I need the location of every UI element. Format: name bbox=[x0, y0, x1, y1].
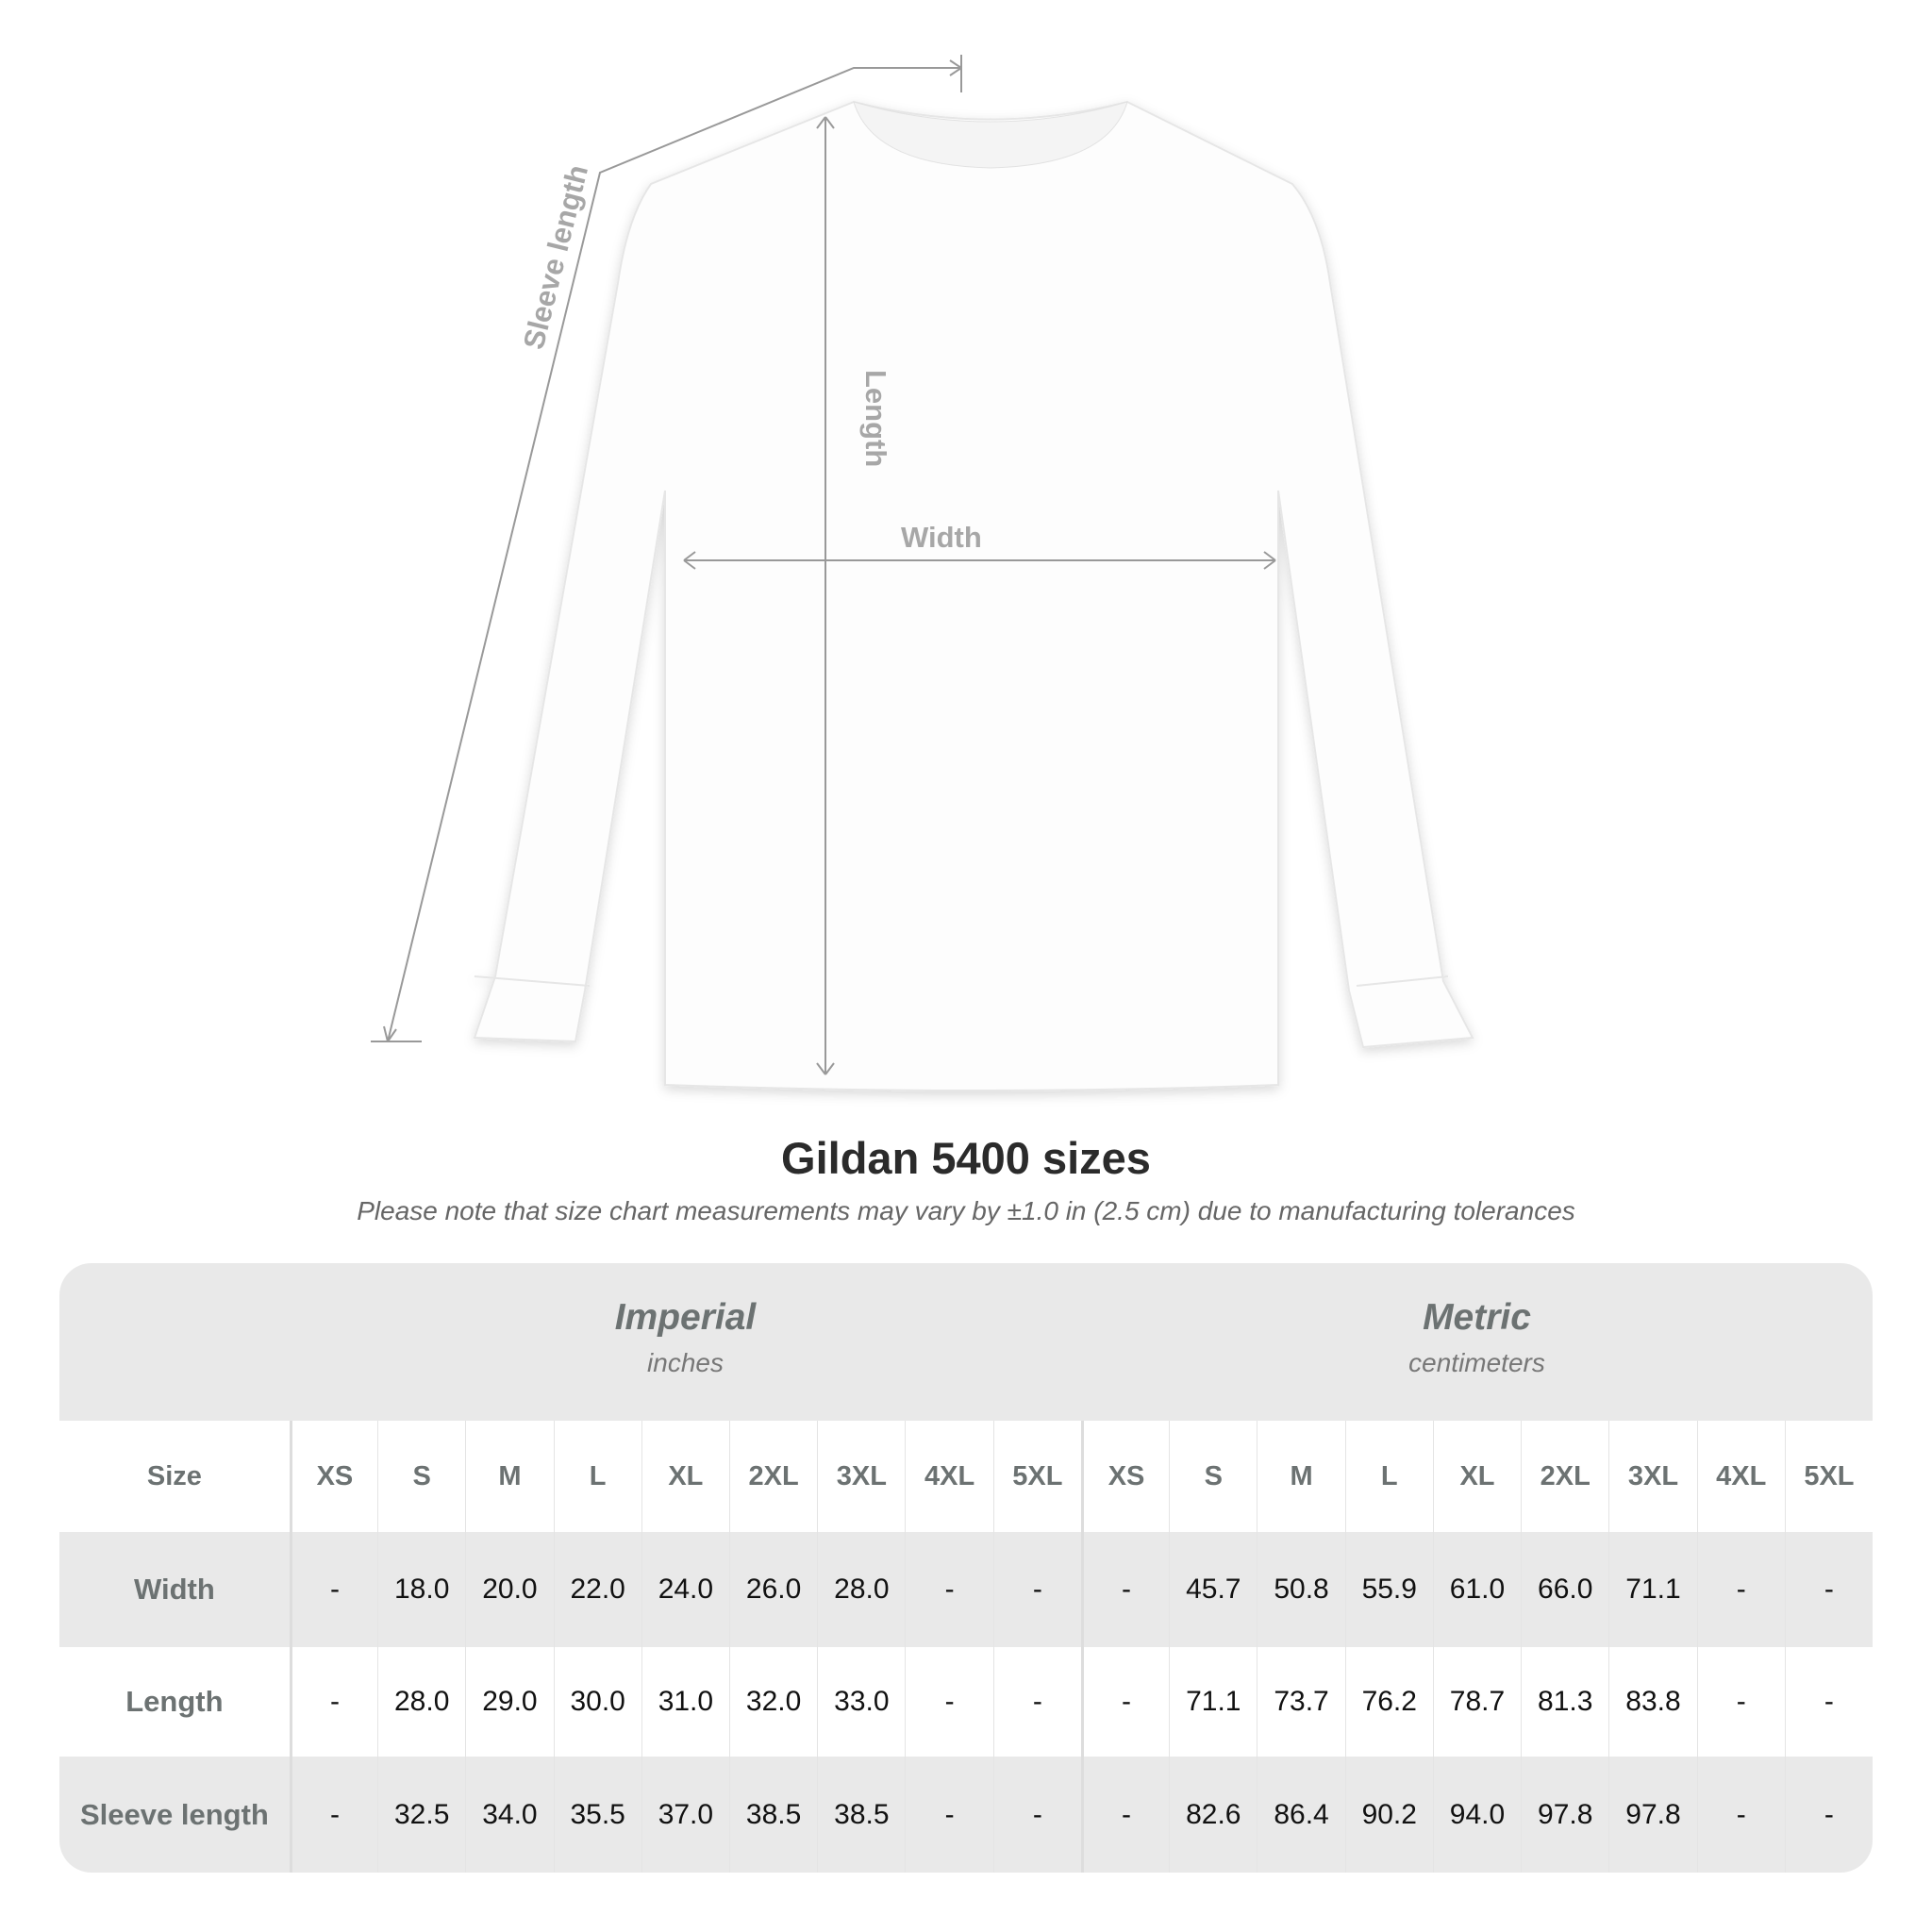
length-label: Length bbox=[859, 370, 892, 467]
value-cell-imperial: 28.0 bbox=[817, 1532, 905, 1647]
imperial-title: Imperial bbox=[614, 1297, 757, 1338]
value-cell-metric: - bbox=[1784, 1647, 1873, 1757]
size-header-imperial: 4XL bbox=[905, 1421, 992, 1532]
unit-header-band bbox=[59, 1263, 1873, 1421]
value-cell-metric: 55.9 bbox=[1344, 1532, 1433, 1647]
width-label: Width bbox=[901, 521, 982, 554]
value-cell-metric: - bbox=[1696, 1757, 1785, 1873]
metric-unit: centimeters bbox=[1408, 1348, 1545, 1377]
value-cell-imperial: 18.0 bbox=[377, 1532, 465, 1647]
size-header-metric: XS bbox=[1080, 1421, 1169, 1532]
value-cell-metric: 71.1 bbox=[1608, 1532, 1696, 1647]
value-cell-imperial: - bbox=[905, 1647, 992, 1757]
value-cell-metric: 97.8 bbox=[1608, 1757, 1696, 1873]
value-cell-metric: - bbox=[1080, 1757, 1169, 1873]
size-header-metric: S bbox=[1169, 1421, 1257, 1532]
value-cell-imperial: - bbox=[905, 1532, 992, 1647]
imperial-header: Imperial inches bbox=[290, 1263, 1081, 1421]
value-cell-imperial: 24.0 bbox=[641, 1532, 729, 1647]
size-header-imperial: L bbox=[553, 1421, 641, 1532]
size-header-imperial: S bbox=[377, 1421, 465, 1532]
value-cell-metric: 82.6 bbox=[1169, 1757, 1257, 1873]
sleeve-length-label: Sleeve length bbox=[517, 161, 594, 352]
value-cell-metric: 90.2 bbox=[1344, 1757, 1433, 1873]
value-cell-metric: 71.1 bbox=[1169, 1647, 1257, 1757]
tolerance-note: Please note that size chart measurements… bbox=[357, 1196, 1575, 1225]
value-cell-imperial: 35.5 bbox=[553, 1757, 641, 1873]
value-cell-metric: 61.0 bbox=[1432, 1532, 1521, 1647]
value-cell-imperial: 29.0 bbox=[465, 1647, 553, 1757]
shirt-image bbox=[473, 100, 1474, 1091]
row-label: Length bbox=[125, 1685, 224, 1718]
size-header-metric: L bbox=[1344, 1421, 1433, 1532]
table-row: Sleeve length -32.5 34.0 35.5 37.0 38.5 38.5- -… bbox=[59, 1757, 1873, 1873]
value-cell-metric: - bbox=[1784, 1532, 1873, 1647]
value-cell-metric: 73.7 bbox=[1257, 1647, 1344, 1757]
measure-lines bbox=[371, 55, 1276, 1075]
value-cell-imperial: 33.0 bbox=[817, 1647, 905, 1757]
size-table: Imperial inches Metric centimeters Size X… bbox=[59, 1263, 1873, 1873]
metric-title: Metric bbox=[1423, 1297, 1531, 1338]
size-header-imperial: XS bbox=[289, 1421, 377, 1532]
value-cell-imperial: 37.0 bbox=[641, 1757, 729, 1873]
value-cell-metric: 45.7 bbox=[1169, 1532, 1257, 1647]
value-cell-metric: 94.0 bbox=[1432, 1757, 1521, 1873]
size-label: Size bbox=[146, 1460, 202, 1491]
size-header-imperial: M bbox=[465, 1421, 553, 1532]
value-cell-metric: 66.0 bbox=[1521, 1532, 1608, 1647]
table-row: Length -28.0 29.0 30.0 31.0 32.0 33.0- - -71.1 73… bbox=[59, 1647, 1873, 1757]
value-cell-imperial: - bbox=[289, 1532, 377, 1647]
row-label: Sleeve length bbox=[79, 1797, 269, 1831]
value-cell-metric: 97.8 bbox=[1521, 1757, 1608, 1873]
size-header-imperial: XL bbox=[641, 1421, 729, 1532]
value-cell-imperial: 20.0 bbox=[465, 1532, 553, 1647]
value-cell-imperial: - bbox=[289, 1647, 377, 1757]
size-header-imperial: 2XL bbox=[729, 1421, 817, 1532]
size-header-metric: 4XL bbox=[1696, 1421, 1785, 1532]
size-header-metric: 2XL bbox=[1521, 1421, 1608, 1532]
table-row: Width -18.0 20.0 22.0 24.0 26.0 28.0- - -45.7 50.… bbox=[59, 1532, 1873, 1647]
value-cell-metric: 76.2 bbox=[1344, 1647, 1433, 1757]
value-cell-imperial: 26.0 bbox=[729, 1532, 817, 1647]
value-cell-imperial: 32.5 bbox=[377, 1757, 465, 1873]
shirt-diagram: Sleeve length Length Width bbox=[371, 55, 1474, 1091]
value-cell-metric: 83.8 bbox=[1608, 1647, 1696, 1757]
value-cell-metric: 81.3 bbox=[1521, 1647, 1608, 1757]
size-header-row: Size XS S M L XL 2XL 3XL 4XL 5XL XS S M L XL 2XL 3XL 4XL 5… bbox=[59, 1421, 1873, 1532]
value-cell-imperial: 38.5 bbox=[817, 1757, 905, 1873]
metric-header: Metric centimeters bbox=[1081, 1263, 1873, 1421]
value-cell-imperial: 32.0 bbox=[729, 1647, 817, 1757]
value-cell-metric: - bbox=[1696, 1647, 1785, 1757]
value-cell-imperial: - bbox=[905, 1757, 992, 1873]
value-cell-imperial: 28.0 bbox=[377, 1647, 465, 1757]
row-label: Width bbox=[134, 1573, 215, 1606]
size-header-metric: XL bbox=[1432, 1421, 1521, 1532]
value-cell-metric: - bbox=[1784, 1757, 1873, 1873]
value-cell-imperial: - bbox=[992, 1757, 1081, 1873]
size-header-imperial: 3XL bbox=[817, 1421, 905, 1532]
value-cell-imperial: - bbox=[289, 1757, 377, 1873]
value-cell-imperial: 30.0 bbox=[553, 1647, 641, 1757]
value-cell-imperial: 34.0 bbox=[465, 1757, 553, 1873]
value-cell-metric: 86.4 bbox=[1257, 1757, 1344, 1873]
value-cell-metric: - bbox=[1696, 1532, 1785, 1647]
page-title: Gildan 5400 sizes bbox=[781, 1133, 1151, 1183]
value-cell-imperial: 38.5 bbox=[729, 1757, 817, 1873]
value-cell-metric: 78.7 bbox=[1432, 1647, 1521, 1757]
size-header-metric: 5XL bbox=[1784, 1421, 1873, 1532]
size-header-metric: M bbox=[1257, 1421, 1344, 1532]
imperial-unit: inches bbox=[647, 1348, 724, 1377]
value-cell-metric: - bbox=[1080, 1647, 1169, 1757]
value-cell-metric: - bbox=[1080, 1532, 1169, 1647]
value-cell-imperial: - bbox=[992, 1532, 1081, 1647]
value-cell-metric: 50.8 bbox=[1257, 1532, 1344, 1647]
value-cell-imperial: 22.0 bbox=[553, 1532, 641, 1647]
size-header-imperial: 5XL bbox=[992, 1421, 1081, 1532]
value-cell-imperial: 31.0 bbox=[641, 1647, 729, 1757]
value-cell-imperial: - bbox=[992, 1647, 1081, 1757]
size-header-metric: 3XL bbox=[1608, 1421, 1696, 1532]
